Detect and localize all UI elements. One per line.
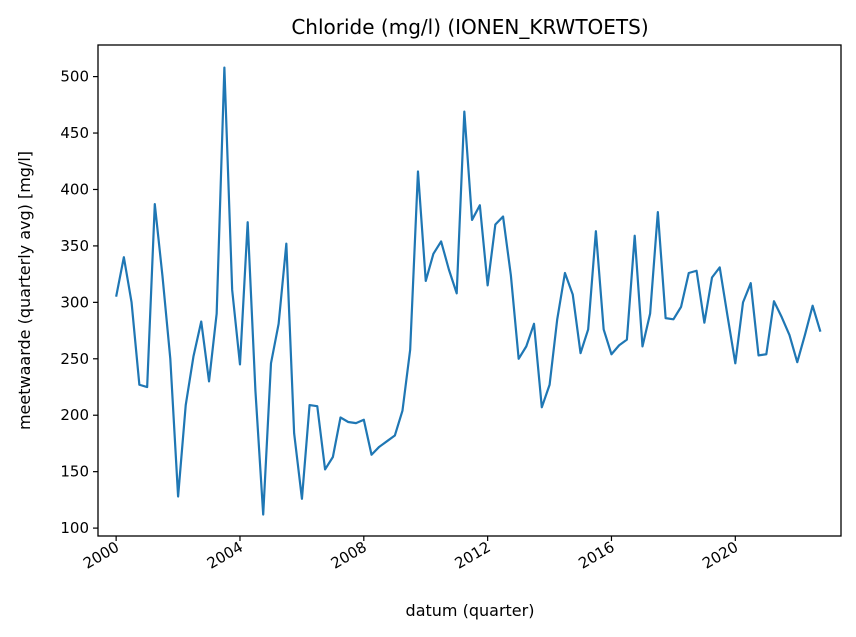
y-tick-label: 250 bbox=[60, 350, 89, 368]
y-tick-label: 300 bbox=[60, 293, 89, 311]
x-tick-label: 2016 bbox=[575, 538, 617, 573]
x-tick-label: 2008 bbox=[328, 538, 370, 573]
y-axis: 100 150 200 250 300 350 400 450 500 bbox=[60, 68, 98, 537]
y-tick-label: 350 bbox=[60, 237, 89, 255]
plot-area bbox=[97, 44, 842, 537]
y-axis-label: meetwaarde (quarterly avg) [mg/l] bbox=[15, 151, 34, 430]
x-tick-label: 2000 bbox=[80, 538, 122, 573]
x-axis-label: datum (quarter) bbox=[406, 601, 535, 620]
y-tick-label: 200 bbox=[60, 406, 89, 424]
x-tick-label: 2004 bbox=[204, 538, 246, 573]
series-line bbox=[115, 66, 822, 516]
y-tick-label: 150 bbox=[60, 463, 89, 481]
y-tick-label: 400 bbox=[60, 180, 89, 198]
y-tick-label: 100 bbox=[60, 519, 89, 537]
y-tick-label: 500 bbox=[60, 68, 89, 86]
x-axis: 2000 2004 2008 2012 2016 2020 bbox=[80, 536, 741, 573]
y-tick-label: 450 bbox=[60, 124, 89, 142]
chart-title: Chloride (mg/l) (IONEN_KRWTOETS) bbox=[291, 15, 648, 39]
x-tick-label: 2012 bbox=[452, 538, 494, 573]
x-tick-label: 2020 bbox=[699, 538, 741, 573]
